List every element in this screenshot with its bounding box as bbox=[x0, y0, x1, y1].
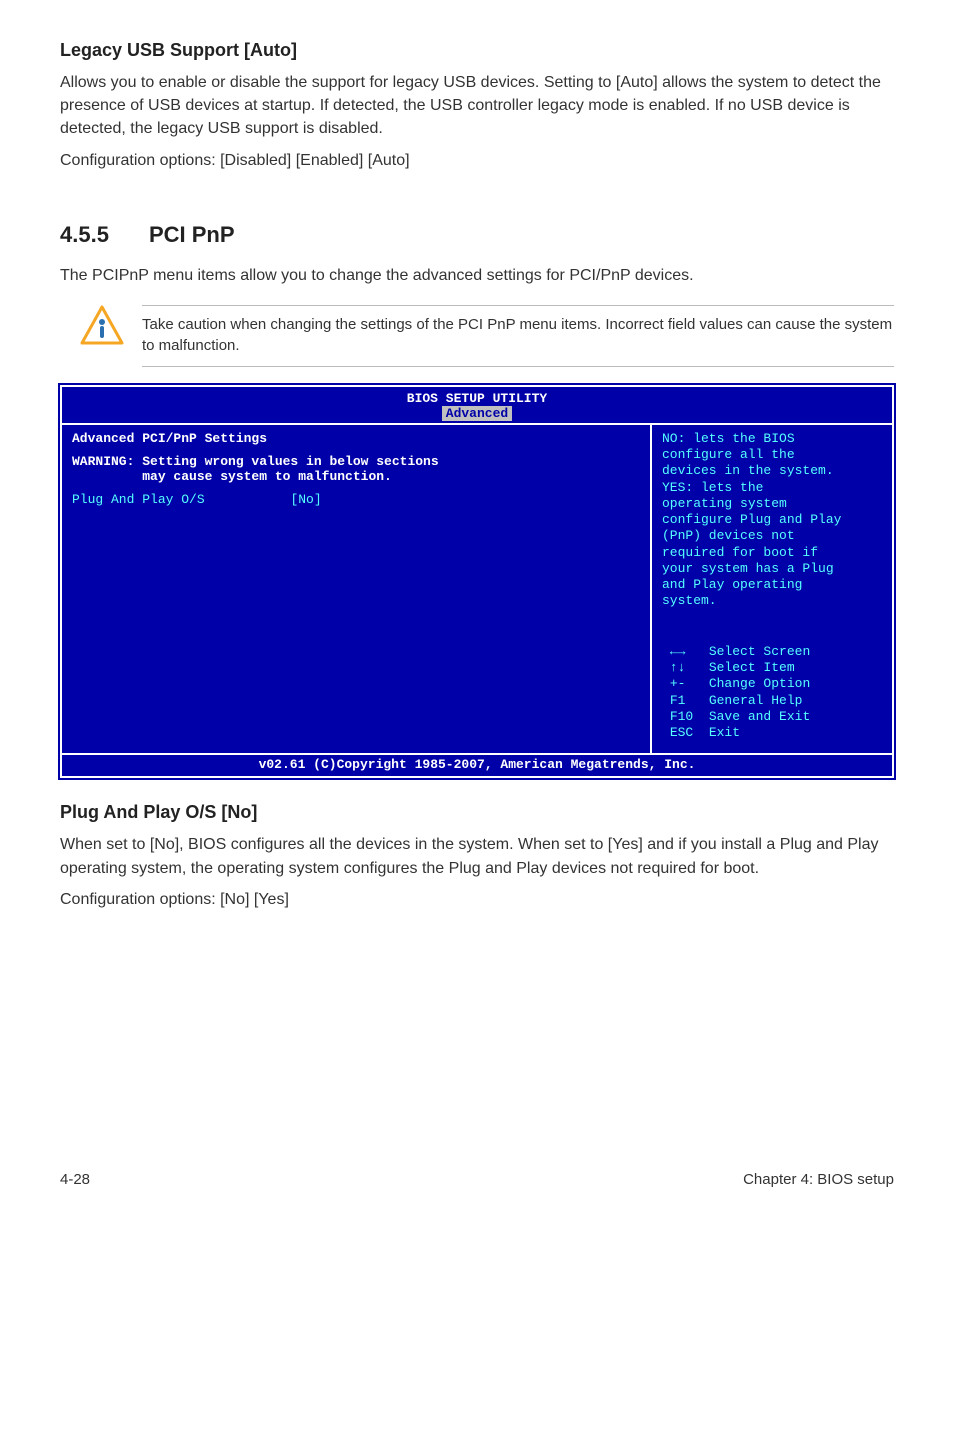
caution-text-wrap: Take caution when changing the settings … bbox=[142, 305, 894, 367]
section-number: 4.5.5 bbox=[60, 222, 109, 248]
bios-option-value: [No] bbox=[290, 492, 321, 507]
bios-nav-arrows-lr: ←→ bbox=[670, 644, 686, 659]
bios-nav-select-item: Select Item bbox=[709, 660, 795, 675]
bios-right-pane: NO: lets the BIOS configure all the devi… bbox=[652, 425, 892, 754]
chapter-label: Chapter 4: BIOS setup bbox=[743, 1171, 894, 1188]
bios-body: Advanced PCI/PnP Settings WARNING: Setti… bbox=[62, 423, 892, 754]
heading-legacy-usb: Legacy USB Support [Auto] bbox=[60, 40, 894, 61]
para-pci-pnp: The PCIPnP menu items allow you to chang… bbox=[60, 264, 894, 287]
bios-left-heading: Advanced PCI/PnP Settings bbox=[72, 431, 640, 446]
section-title: PCI PnP bbox=[149, 222, 235, 247]
bios-nav-select-screen: Select Screen bbox=[709, 644, 810, 659]
bios-nav-change-option: Change Option bbox=[709, 676, 810, 691]
bios-nav-save-exit: Save and Exit bbox=[709, 709, 810, 724]
config-legacy-usb: Configuration options: [Disabled] [Enabl… bbox=[60, 149, 894, 172]
caution-text: Take caution when changing the settings … bbox=[142, 305, 894, 356]
bios-footer: v02.61 (C)Copyright 1985-2007, American … bbox=[62, 753, 892, 776]
bios-nav-block: ←→ Select Screen ↑↓ Select Item +- Chang… bbox=[662, 628, 882, 742]
bios-tab-advanced: Advanced bbox=[442, 406, 512, 421]
page-number: 4-28 bbox=[60, 1171, 90, 1188]
bios-warn-2: may cause system to malfunction. bbox=[72, 469, 640, 484]
caution-icon bbox=[80, 305, 124, 350]
para-legacy-usb: Allows you to enable or disable the supp… bbox=[60, 71, 894, 141]
bios-nav-exit: Exit bbox=[709, 725, 740, 740]
heading-pci-pnp: 4.5.5 PCI PnP bbox=[60, 222, 894, 248]
bios-nav-pm: +- bbox=[670, 676, 686, 691]
bios-left-pane: Advanced PCI/PnP Settings WARNING: Setti… bbox=[62, 425, 652, 754]
bios-screenshot: BIOS SETUP UTILITY Advanced Advanced PCI… bbox=[60, 385, 894, 779]
heading-pnp-os: Plug And Play O/S [No] bbox=[60, 802, 894, 823]
bios-nav-f1: F1 bbox=[670, 693, 686, 708]
bios-title: BIOS SETUP UTILITY bbox=[62, 387, 892, 406]
bios-warn-1: WARNING: Setting wrong values in below s… bbox=[72, 454, 640, 469]
bios-nav-arrows-ud: ↑↓ bbox=[670, 660, 686, 675]
page-footer: 4-28 Chapter 4: BIOS setup bbox=[60, 1171, 894, 1188]
bios-tab-row: Advanced bbox=[62, 406, 892, 423]
para-pnp-os: When set to [No], BIOS configures all th… bbox=[60, 833, 894, 879]
bios-nav-esc: ESC bbox=[670, 725, 693, 740]
bios-nav-general-help: General Help bbox=[709, 693, 803, 708]
bios-option-row: Plug And Play O/S [No] bbox=[72, 492, 640, 507]
bios-nav-f10: F10 bbox=[670, 709, 693, 724]
caution-block: Take caution when changing the settings … bbox=[80, 305, 894, 367]
config-pnp-os: Configuration options: [No] [Yes] bbox=[60, 888, 894, 911]
bios-option-label: Plug And Play O/S bbox=[72, 492, 205, 507]
bios-help-text: NO: lets the BIOS configure all the devi… bbox=[662, 431, 882, 610]
